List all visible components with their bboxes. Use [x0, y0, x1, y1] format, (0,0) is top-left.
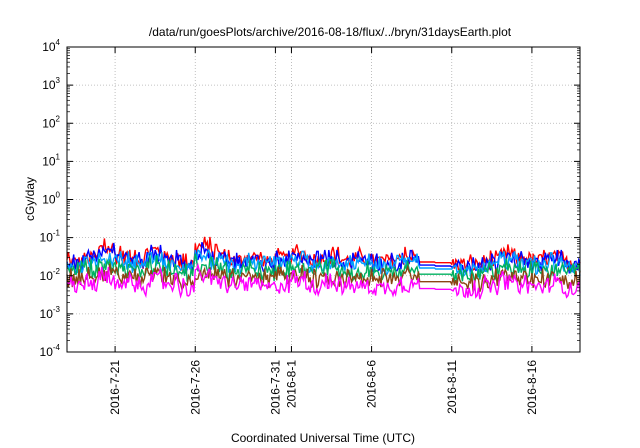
y-tick-label: 103: [42, 76, 60, 92]
x-tick-label: 2016-7-21: [108, 360, 122, 415]
x-tick-label: 2016-7-31: [268, 360, 282, 415]
y-tick-label: 10-4: [40, 343, 61, 359]
plot-frame: [66, 46, 581, 353]
x-tick-label: 2016-8-1: [284, 360, 298, 408]
series-line: [66, 241, 581, 276]
y-axis-label: cGy/day: [23, 177, 37, 221]
chart-title: /data/run/goesPlots/archive/2016-08-18/f…: [149, 25, 512, 39]
x-tick-label: 2016-8-6: [365, 360, 379, 408]
x-axis-ticks: 2016-7-21 2016-7-26 2016-7-31 2016-8-1 2016-…: [108, 47, 539, 415]
y-tick-label: 104: [42, 38, 60, 54]
y-tick-label: 100: [42, 191, 60, 207]
y-tick-label: 10-1: [40, 229, 61, 245]
x-tick-label: 2016-8-16: [525, 360, 539, 415]
grid-lines: [67, 46, 580, 353]
series-line: [66, 262, 581, 300]
y-tick-label: 10-3: [40, 305, 61, 321]
y-tick-label: 10-2: [40, 267, 61, 283]
x-axis-label: Coordinated Universal Time (UTC): [231, 431, 415, 445]
x-tick-label: 2016-7-26: [188, 360, 202, 415]
x-tick-label: 2016-8-11: [445, 360, 459, 414]
data-series: [66, 236, 581, 300]
y-tick-label: 101: [42, 152, 60, 168]
y-tick-label: 102: [42, 114, 60, 130]
y-axis-ticks: 10-4 10-3 10-2 10-1 100 101 102 103 104: [40, 38, 580, 359]
